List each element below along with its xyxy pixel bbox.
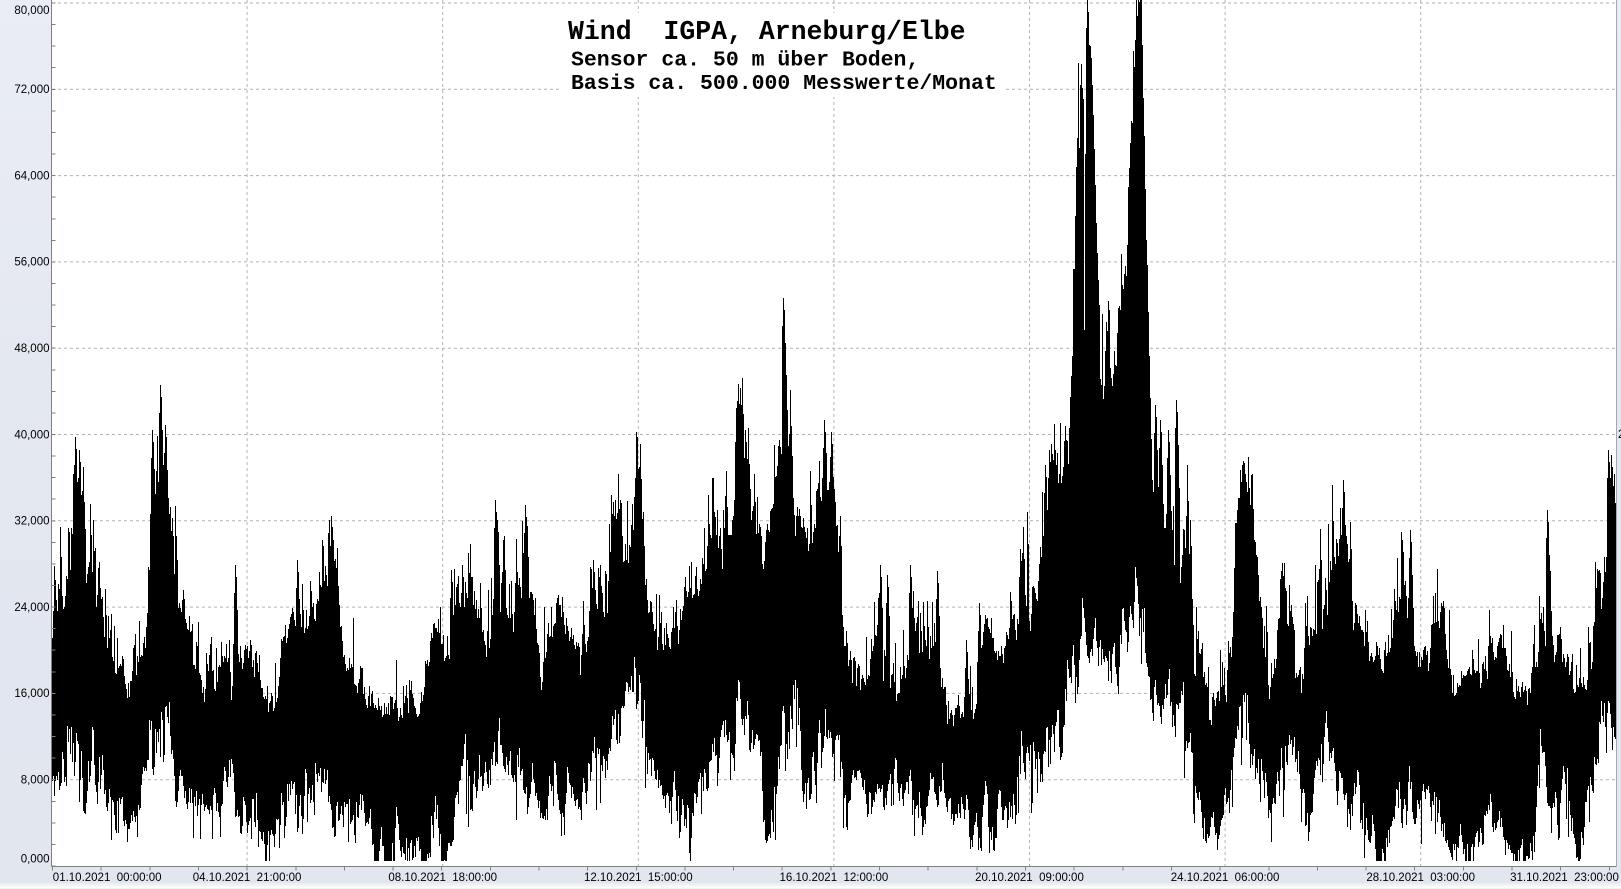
svg-text:80,000: 80,000	[14, 5, 49, 17]
svg-text:48,000: 48,000	[14, 343, 49, 355]
svg-text:01.10.2021 00:00:00: 01.10.2021 00:00:00	[53, 872, 162, 884]
svg-text:72,000: 72,000	[14, 84, 49, 96]
svg-text:40,000: 40,000	[14, 429, 49, 441]
svg-text:24.10.2021 06:00:00: 24.10.2021 06:00:00	[1171, 872, 1280, 884]
svg-text:32,000: 32,000	[14, 516, 49, 528]
svg-text:Wind IGPA, Arneburg/Elbe: Wind IGPA, Arneburg/Elbe	[568, 17, 966, 47]
svg-text:12.10.2021 15:00:00: 12.10.2021 15:00:00	[584, 872, 693, 884]
svg-text:04.10.2021 21:00:00: 04.10.2021 21:00:00	[193, 872, 302, 884]
svg-text:20.10.2021 09:00:00: 20.10.2021 09:00:00	[975, 872, 1084, 884]
svg-text:31.10.2021 23:00:00: 31.10.2021 23:00:00	[1510, 872, 1619, 884]
svg-text:16,000: 16,000	[14, 688, 49, 700]
svg-text:0,000: 0,000	[21, 853, 50, 865]
svg-text:2: 2	[1618, 429, 1621, 441]
svg-text:Sensor ca. 50 m über Boden,: Sensor ca. 50 m über Boden,	[571, 49, 919, 73]
svg-text:08.10.2021 18:00:00: 08.10.2021 18:00:00	[388, 872, 497, 884]
svg-text:24,000: 24,000	[14, 602, 49, 614]
svg-text:64,000: 64,000	[14, 170, 49, 182]
svg-text:16.10.2021 12:00:00: 16.10.2021 12:00:00	[780, 872, 889, 884]
svg-text:8,000: 8,000	[21, 775, 50, 787]
svg-text:28.10.2021 03:00:00: 28.10.2021 03:00:00	[1366, 872, 1475, 884]
svg-text:56,000: 56,000	[14, 257, 49, 269]
svg-text:Basis ca. 500.000 Messwerte/Mo: Basis ca. 500.000 Messwerte/Monat	[571, 72, 997, 96]
